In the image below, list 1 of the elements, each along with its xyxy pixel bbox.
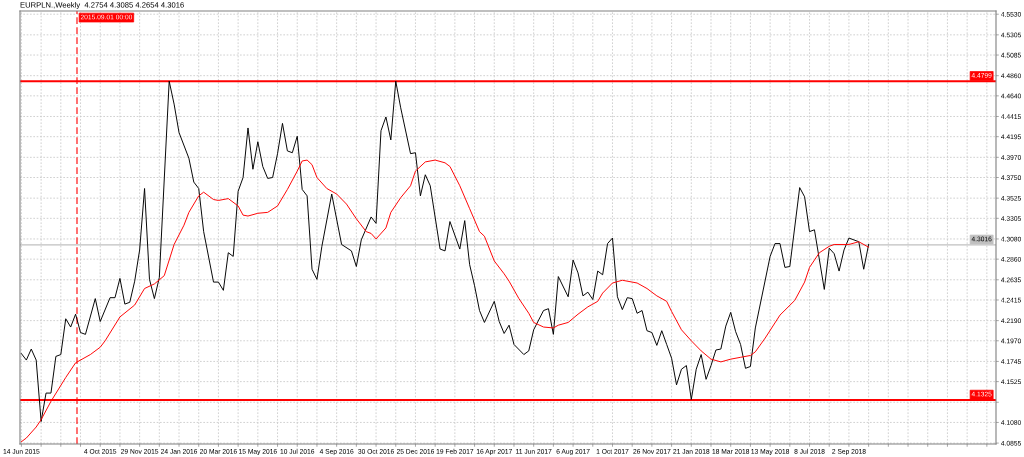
line-series <box>20 80 870 423</box>
